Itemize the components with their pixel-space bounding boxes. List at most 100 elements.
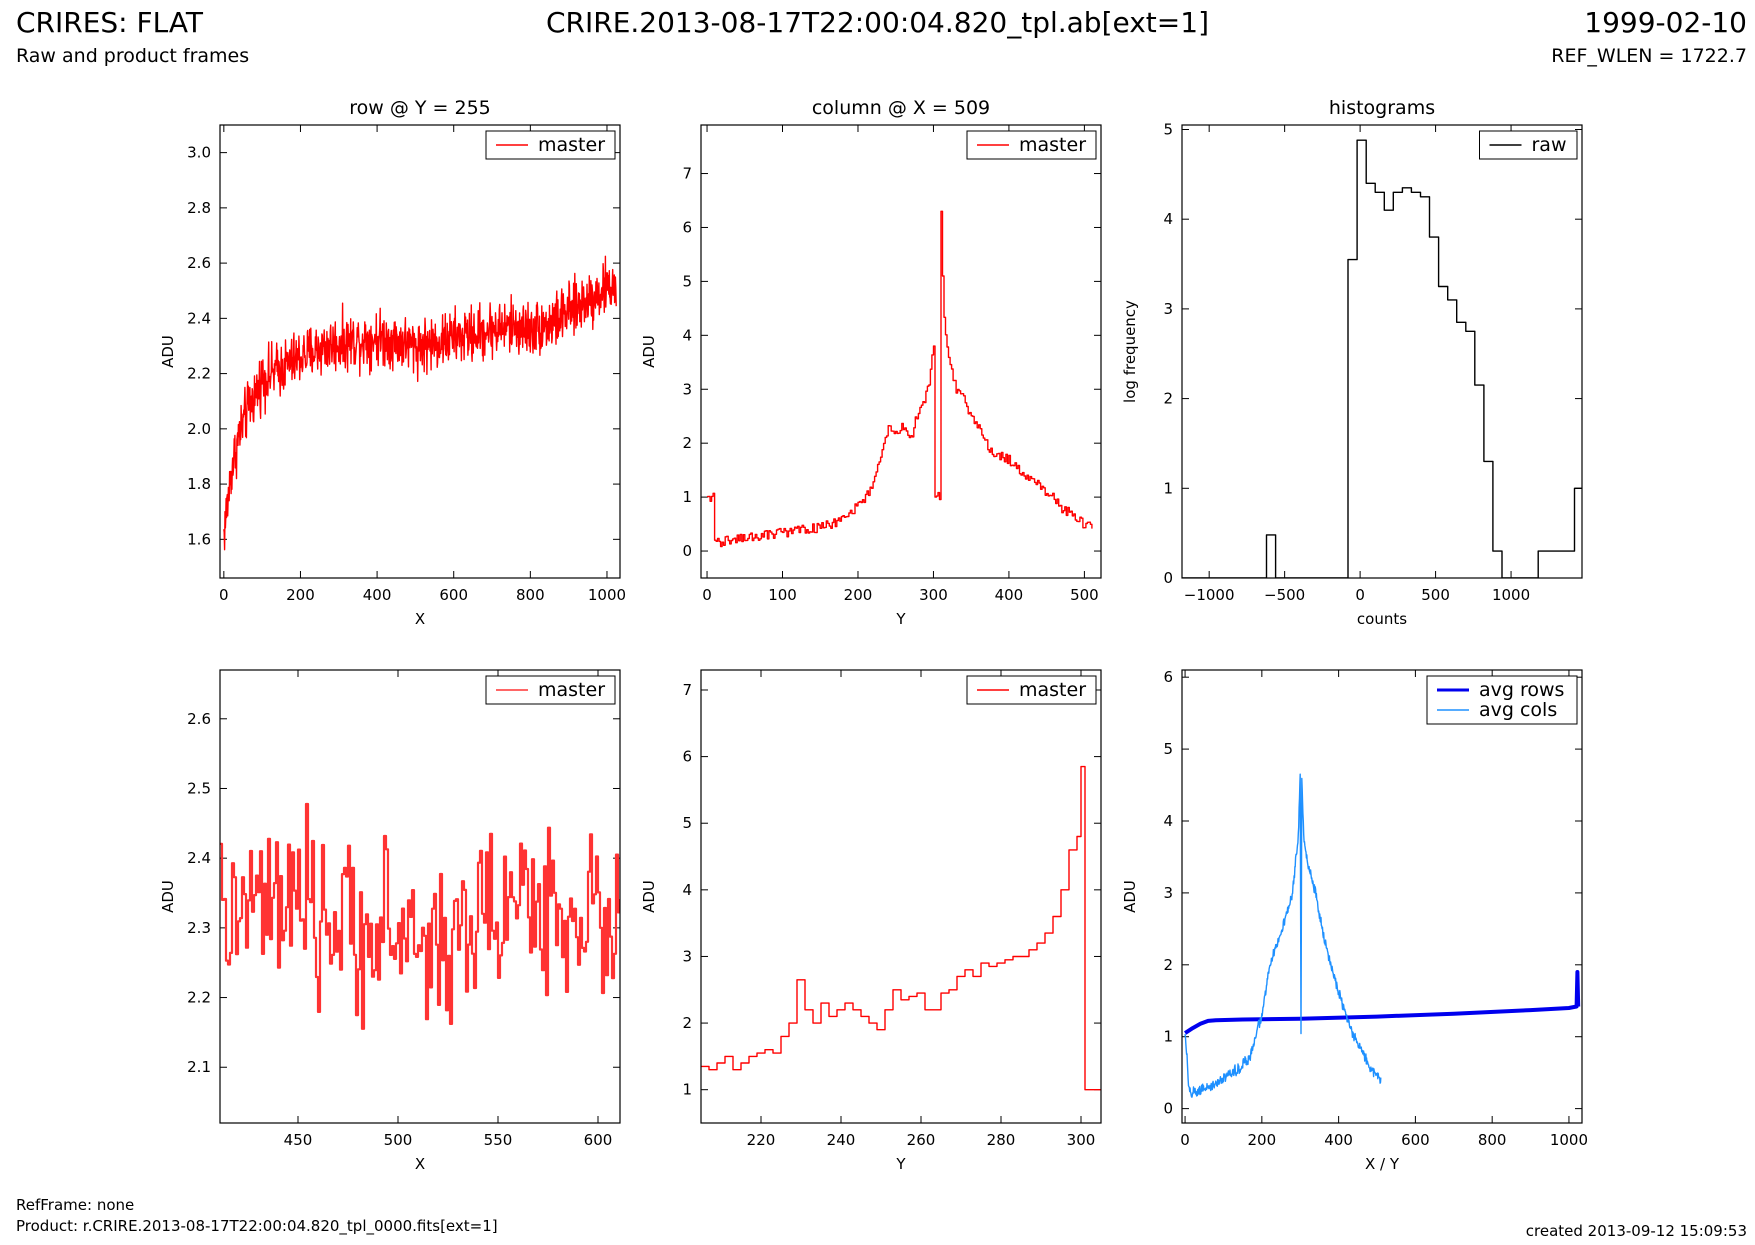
y-tick-label: 2.8: [187, 199, 211, 217]
series-group: [220, 802, 620, 1030]
y-tick-label: 1: [1163, 479, 1173, 497]
legend-box: [1426, 675, 1578, 725]
x-tick-label: 500: [1070, 586, 1099, 604]
x-tick-label: 800: [1478, 1131, 1507, 1149]
series-line-raw: [1182, 139, 1582, 578]
x-tick-label: 400: [1324, 1131, 1353, 1149]
product-label: Product: r.CRIRE.2013-08-17T22:00:04.820…: [16, 1217, 498, 1235]
date-label: 1999-02-10: [1584, 6, 1747, 39]
x-tick-label: 500: [1421, 586, 1450, 604]
y-tick-label: 3: [1163, 884, 1173, 902]
x-tick-label: 1000: [1550, 1131, 1588, 1149]
series-group: [707, 210, 1093, 548]
x-tick-label: 0: [1180, 1131, 1190, 1149]
y-tick-label: 3: [682, 380, 692, 398]
x-tick-label: 600: [584, 1131, 613, 1149]
x-axis-label: X: [415, 1155, 425, 1173]
y-tick-label: 2.2: [187, 365, 211, 383]
series-group: [1182, 139, 1582, 578]
y-tick-label: 0: [682, 542, 692, 560]
x-tick-label: 1000: [588, 586, 626, 604]
legend: raw: [1479, 130, 1578, 160]
series-line-avg-rows: [1184, 970, 1581, 1035]
y-tick-label: 2.4: [187, 309, 211, 327]
ref-wlen-label: REF_WLEN = 1722.7: [1551, 45, 1747, 67]
x-axis-label: X / Y: [1365, 1155, 1400, 1173]
y-tick-label: 6: [682, 218, 692, 236]
x-tick-label: 100: [768, 586, 797, 604]
y-tick-label: 4: [682, 881, 692, 899]
y-axis-label: log frequency: [1121, 300, 1139, 403]
series-group: [223, 255, 617, 551]
y-tick-label: 2.0: [187, 420, 211, 438]
y-tick-label: 2: [1163, 390, 1173, 408]
series-line-master: [707, 210, 1093, 548]
x-tick-label: 500: [384, 1131, 413, 1149]
legend-label: master: [1019, 134, 1086, 156]
legend-label: master: [538, 134, 605, 156]
x-tick-label: 0: [702, 586, 712, 604]
y-axis-label: ADU: [640, 880, 658, 913]
chart-title: column @ X = 509: [812, 97, 990, 119]
y-tick-label: 1: [682, 1081, 692, 1099]
series-line-avg-cols: [1184, 773, 1382, 1098]
created-label: created 2013-09-12 15:09:53: [1525, 1222, 1747, 1240]
x-tick-label: 450: [284, 1131, 313, 1149]
x-tick-label: 400: [363, 586, 392, 604]
legend-label: master: [538, 679, 605, 701]
page-title: CRIRES: FLAT: [16, 6, 203, 39]
series-line-master: [223, 255, 617, 551]
legend-label: avg rows: [1479, 679, 1564, 701]
x-tick-label: −500: [1264, 586, 1305, 604]
x-axis-label: counts: [1357, 610, 1407, 628]
y-tick-label: 7: [682, 165, 692, 183]
legend: master: [485, 130, 616, 160]
plot-frame: [1181, 124, 1583, 579]
legend: master: [966, 675, 1097, 705]
y-axis-label: ADU: [159, 335, 177, 368]
x-tick-label: 280: [987, 1131, 1016, 1149]
x-tick-label: 200: [844, 586, 873, 604]
chart-panel-3: histograms counts log frequency −1000 −500 0 5…: [1121, 97, 1583, 628]
chart-panel-2: column @ X = 509 Y ADU 0 100 200 300 400 500 0 1 2 3…: [640, 97, 1102, 628]
x-tick-label: 200: [1248, 1131, 1277, 1149]
y-tick-label: 4: [1163, 210, 1173, 228]
y-tick-label: 5: [1163, 120, 1173, 138]
series-line-master: [220, 802, 620, 1030]
plot-frame: [700, 124, 1102, 579]
y-tick-label: 5: [1163, 740, 1173, 758]
x-tick-label: 0: [1355, 586, 1365, 604]
y-tick-label: 1.8: [187, 475, 211, 493]
y-axis-label: ADU: [1121, 880, 1139, 913]
x-tick-label: −1000: [1184, 586, 1235, 604]
y-tick-label: 2.2: [187, 989, 211, 1007]
y-tick-label: 2.4: [187, 849, 211, 867]
file-title: CRIRE.2013-08-17T22:00:04.820_tpl.ab[ext…: [545, 6, 1209, 39]
x-tick-label: 300: [919, 586, 948, 604]
x-axis-label: Y: [895, 1155, 906, 1173]
legend: master: [966, 130, 1097, 160]
series-group: [1184, 773, 1581, 1098]
y-tick-label: 2.5: [187, 779, 211, 797]
chart-panel-5: Y ADU 220 240 260 280 300 1 2 3 4 5 6 7 master: [640, 669, 1102, 1173]
y-tick-label: 2.1: [187, 1058, 211, 1076]
x-tick-label: 1000: [1492, 586, 1530, 604]
x-axis-label: Y: [895, 610, 906, 628]
x-tick-label: 260: [907, 1131, 936, 1149]
y-tick-label: 7: [682, 681, 692, 699]
y-tick-label: 1: [1163, 1028, 1173, 1046]
chart-panel-1: row @ Y = 255 X ADU 0 200 400 600 800 1000 1.6 1.8…: [159, 97, 626, 628]
legend-label: raw: [1532, 134, 1567, 156]
x-tick-label: 200: [286, 586, 315, 604]
chart-title: row @ Y = 255: [349, 97, 491, 119]
x-tick-label: 800: [516, 586, 545, 604]
y-tick-label: 6: [1163, 668, 1173, 686]
series-group: [701, 765, 1101, 1091]
x-tick-label: 300: [1067, 1131, 1096, 1149]
y-tick-label: 4: [682, 326, 692, 344]
plot-frame: [700, 669, 1102, 1124]
legend: master: [485, 675, 616, 705]
y-tick-label: 3: [682, 947, 692, 965]
